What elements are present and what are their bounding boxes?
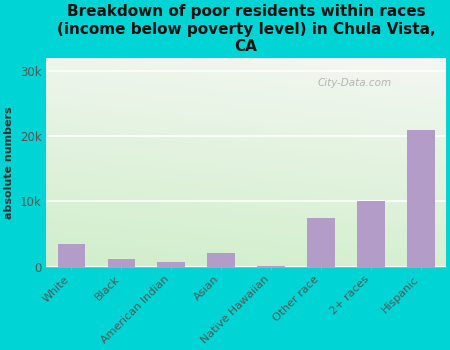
Bar [58,244,85,266]
Y-axis label: absolute numbers: absolute numbers [4,106,14,218]
Bar [357,201,385,266]
Bar [108,259,135,266]
Text: City-Data.com: City-Data.com [318,78,392,88]
Bar [407,130,435,266]
Bar [207,253,235,266]
Bar [307,218,335,266]
Title: Breakdown of poor residents within races
(income below poverty level) in Chula V: Breakdown of poor residents within races… [57,4,436,54]
Bar [158,262,185,266]
